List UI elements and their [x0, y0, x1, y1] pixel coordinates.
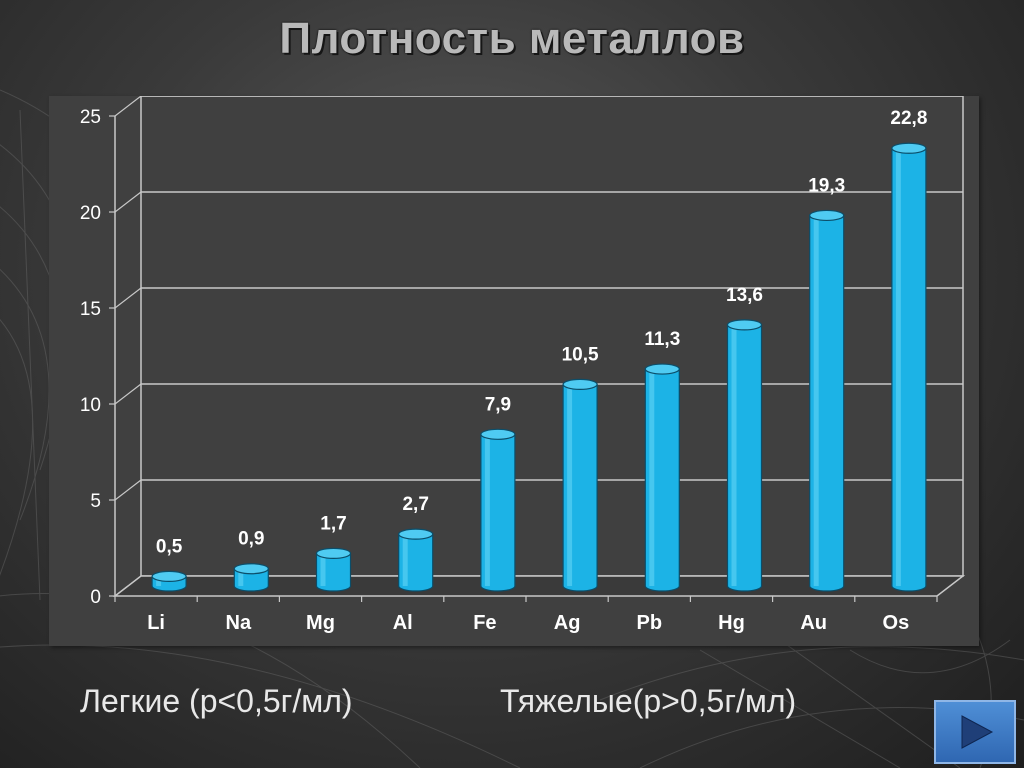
- y-tick-label: 10: [80, 395, 101, 416]
- bar-highlight: [731, 326, 737, 586]
- play-triangle-icon: [961, 715, 994, 749]
- bar-highlight: [895, 150, 901, 587]
- next-slide-button[interactable]: [934, 700, 1016, 764]
- chart-panel: 0 5 10 15 20 25 0,5 Li 0,9 Na 1,7 Mg 2,7 Al 7,9 Fe 10,5 A…: [49, 96, 979, 646]
- x-tick-label: Na: [226, 612, 252, 634]
- data-label: 2,7: [402, 494, 428, 515]
- bar-highlight: [813, 217, 819, 586]
- slide-title: Плотность металлов: [279, 14, 745, 63]
- x-tick-label: Mg: [306, 612, 335, 634]
- density-bar-chart: 0 5 10 15 20 25 0,5 Li 0,9 Na 1,7 Mg 2,7 Al 7,9 Fe 10,5 A…: [80, 96, 966, 634]
- data-label: 10,5: [562, 344, 599, 365]
- bar-highlight: [402, 536, 408, 586]
- data-label: 11,3: [644, 329, 680, 350]
- data-label: 0,9: [238, 529, 264, 550]
- bar-top: [398, 528, 434, 540]
- data-label: 1,7: [320, 513, 346, 534]
- light-metals-label: Легкие (р<0,5г/мл): [80, 683, 353, 719]
- bar-top: [891, 142, 927, 154]
- data-label: 19,3: [808, 175, 845, 196]
- depth-gridline: [114, 191, 142, 213]
- x-tick-label: Pb: [637, 612, 663, 634]
- depth-gridline: [114, 479, 142, 501]
- data-label: 7,9: [485, 394, 511, 415]
- x-tick-label: Al: [393, 612, 413, 634]
- y-tick-label: 25: [80, 107, 101, 128]
- x-tick-label: Li: [147, 612, 165, 634]
- bar-highlight: [484, 436, 490, 586]
- bar-highlight: [156, 578, 162, 586]
- bar-highlight: [238, 570, 244, 586]
- bar-top: [809, 209, 845, 222]
- x-tick-label: Au: [800, 612, 827, 634]
- data-label: 0,5: [156, 536, 183, 557]
- x-tick-label: Os: [883, 612, 910, 634]
- depth-gridline: [114, 287, 142, 309]
- bar-top: [315, 547, 352, 559]
- bar-top: [644, 363, 680, 375]
- y-tick-label: 20: [80, 203, 101, 224]
- depth-gridline: [114, 383, 142, 405]
- bar-highlight: [320, 555, 326, 586]
- x-tick-label: Hg: [718, 612, 745, 634]
- x-tick-label: Fe: [473, 612, 496, 634]
- bar-top: [233, 563, 269, 575]
- depth-gridline: [114, 96, 142, 117]
- bar-top: [562, 378, 598, 390]
- data-label: 13,6: [726, 285, 763, 306]
- bar-top: [151, 570, 187, 582]
- bar-highlight: [567, 386, 573, 586]
- heavy-metals-label: Тяжелые(р>0,5г/мл): [500, 683, 797, 719]
- y-tick-label: 15: [80, 299, 101, 320]
- y-tick-label: 5: [90, 491, 101, 512]
- data-label: 22,8: [890, 108, 927, 129]
- bar-top: [480, 428, 516, 440]
- bar-highlight: [649, 371, 655, 586]
- x-tick-label: Ag: [554, 612, 581, 634]
- bar-top: [726, 319, 763, 331]
- y-tick-label: 0: [90, 587, 101, 608]
